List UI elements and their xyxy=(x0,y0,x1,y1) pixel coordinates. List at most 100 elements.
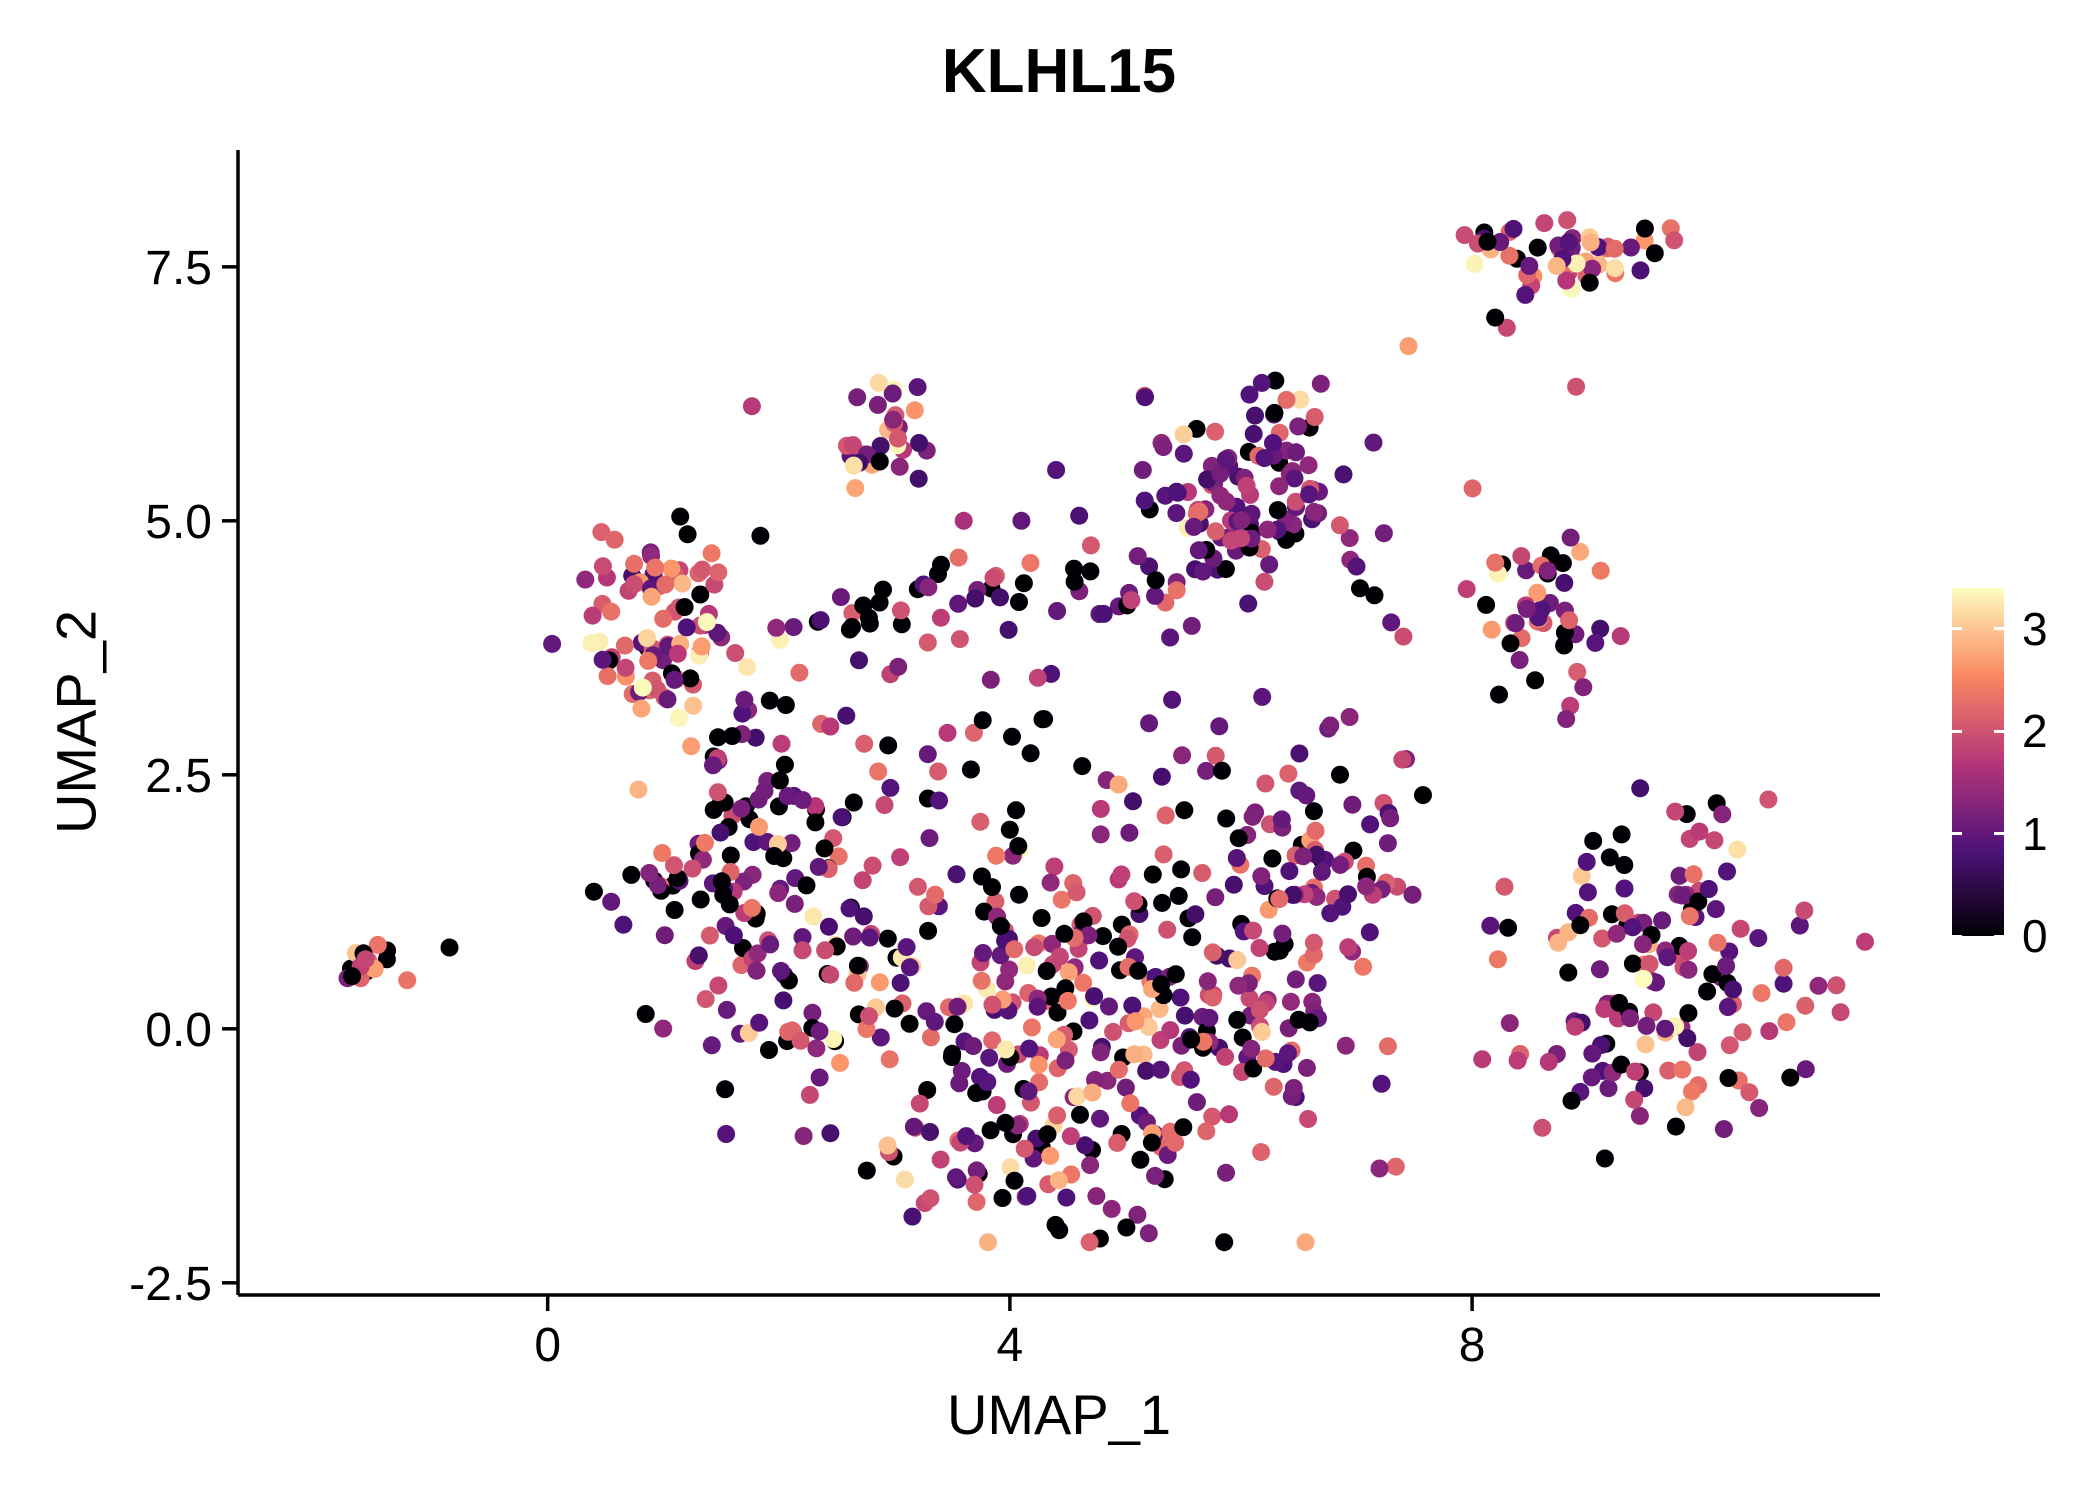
data-point xyxy=(1640,954,1659,973)
data-point xyxy=(1679,942,1698,961)
data-point xyxy=(1285,469,1304,488)
data-point xyxy=(1626,1062,1645,1081)
data-point xyxy=(897,938,916,957)
data-point xyxy=(1182,616,1201,635)
colorbar-tick-label: 3 xyxy=(2022,602,2048,655)
data-point xyxy=(665,901,684,919)
plot-title: KLHL15 xyxy=(941,37,1177,106)
data-point xyxy=(1578,883,1597,902)
data-point xyxy=(1615,904,1634,923)
data-point xyxy=(1583,259,1602,278)
y-axis-tick-label: 2.5 xyxy=(145,750,212,803)
data-point xyxy=(843,436,862,455)
data-point xyxy=(1827,976,1846,995)
data-point xyxy=(965,1175,984,1194)
data-point xyxy=(1378,834,1397,853)
data-point xyxy=(1228,951,1247,969)
data-point xyxy=(1809,976,1828,995)
data-point xyxy=(1168,483,1187,502)
data-point xyxy=(775,755,794,774)
data-point xyxy=(846,479,865,498)
data-point xyxy=(983,878,1001,897)
data-point xyxy=(1728,840,1747,859)
data-point xyxy=(1678,1029,1697,1048)
data-point xyxy=(1266,371,1285,390)
data-point xyxy=(1321,904,1340,923)
data-point xyxy=(691,585,710,604)
data-point xyxy=(693,560,712,579)
data-point xyxy=(1567,254,1586,273)
data-point xyxy=(1606,259,1624,278)
data-point xyxy=(656,575,675,594)
data-point xyxy=(1572,866,1591,885)
data-point xyxy=(755,782,774,800)
data-point xyxy=(696,833,714,852)
data-point xyxy=(1759,790,1778,809)
data-point xyxy=(1595,1149,1614,1168)
data-point xyxy=(979,1233,997,1252)
data-point xyxy=(954,511,973,530)
data-point xyxy=(966,589,985,608)
data-point xyxy=(576,570,595,589)
data-point xyxy=(1635,219,1654,238)
data-point xyxy=(744,833,763,851)
data-point xyxy=(658,690,677,709)
data-point xyxy=(903,1207,922,1226)
data-point xyxy=(711,823,730,842)
data-point xyxy=(840,620,859,639)
data-point xyxy=(1055,924,1074,943)
data-point xyxy=(1583,1044,1602,1063)
data-point xyxy=(1705,831,1724,850)
data-point xyxy=(1558,211,1577,230)
data-point xyxy=(1158,920,1177,939)
data-point xyxy=(860,928,879,947)
data-point xyxy=(921,1189,940,1208)
data-point xyxy=(1486,553,1505,572)
data-point xyxy=(871,1028,890,1047)
data-point xyxy=(1058,991,1077,1010)
data-point xyxy=(891,973,910,992)
data-point xyxy=(1520,256,1539,275)
data-point xyxy=(1372,1074,1391,1093)
data-point xyxy=(1081,562,1100,581)
data-point xyxy=(844,793,863,812)
data-point xyxy=(662,559,681,578)
data-point xyxy=(1357,877,1376,896)
data-point xyxy=(750,1013,769,1032)
data-point xyxy=(1001,1158,1020,1177)
data-point xyxy=(1124,792,1142,811)
data-point xyxy=(1286,492,1305,511)
data-point xyxy=(1581,233,1600,252)
data-point xyxy=(870,452,889,471)
data-point xyxy=(1708,933,1727,952)
colorbar-tick xyxy=(1952,627,1962,631)
data-point xyxy=(1718,862,1736,881)
data-point xyxy=(1535,214,1554,233)
data-point xyxy=(1547,257,1566,275)
data-point xyxy=(1465,255,1484,273)
data-point xyxy=(1510,651,1529,669)
data-point xyxy=(1504,219,1523,238)
data-point xyxy=(1750,1099,1769,1117)
data-point xyxy=(669,709,688,727)
data-point xyxy=(1297,1058,1316,1077)
colorbar-tick xyxy=(1994,934,2004,938)
data-point xyxy=(943,1044,962,1063)
data-point xyxy=(593,650,612,669)
data-point xyxy=(929,762,948,781)
data-point xyxy=(1584,831,1603,850)
data-point xyxy=(1343,795,1362,814)
data-point xyxy=(840,899,859,918)
data-point xyxy=(1215,1233,1234,1252)
data-point xyxy=(738,658,757,677)
data-point xyxy=(702,544,721,563)
data-point xyxy=(1481,916,1500,935)
data-point xyxy=(848,388,867,407)
data-point xyxy=(918,745,937,764)
data-point xyxy=(908,378,927,397)
data-point xyxy=(1076,1136,1095,1155)
data-point xyxy=(1140,714,1159,733)
data-point xyxy=(668,644,687,663)
data-point xyxy=(918,1081,937,1099)
